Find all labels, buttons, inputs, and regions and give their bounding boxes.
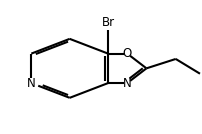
Text: Br: Br <box>102 16 115 29</box>
Text: O: O <box>123 47 132 60</box>
Text: N: N <box>27 77 36 90</box>
Text: N: N <box>123 77 132 90</box>
